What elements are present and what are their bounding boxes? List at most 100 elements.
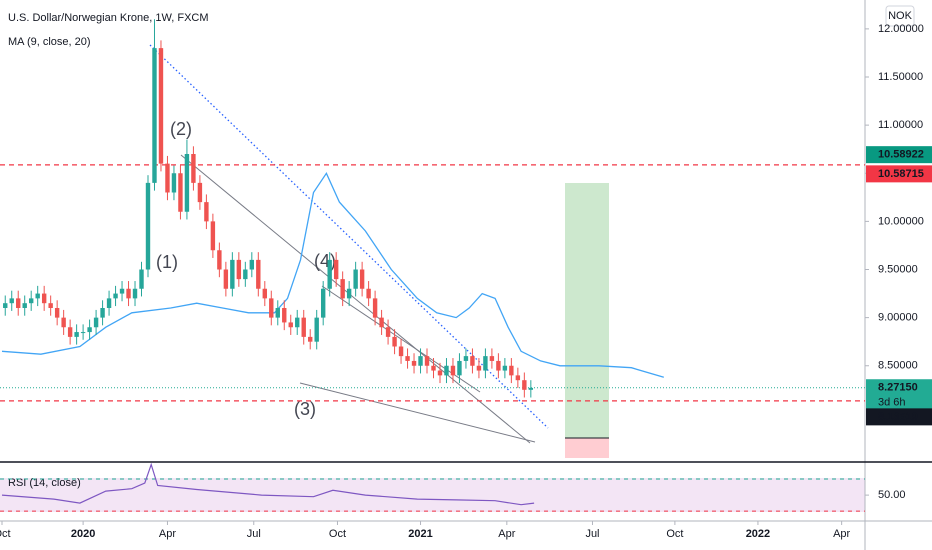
annotation: (2) xyxy=(170,119,192,139)
price-label-box xyxy=(866,165,932,183)
candle-body xyxy=(359,269,365,289)
candle-body xyxy=(100,308,105,318)
x-tick-label: Oct xyxy=(666,528,683,540)
candle-body xyxy=(210,221,216,251)
candle-body xyxy=(87,327,92,333)
candle-body xyxy=(372,298,378,318)
candle-body xyxy=(16,298,21,308)
candle-body xyxy=(528,387,534,390)
candle-body xyxy=(93,317,99,328)
candle-body xyxy=(217,250,222,270)
candle-body xyxy=(470,356,475,366)
chart-title: U.S. Dollar/Norwegian Krone, 1W, FXCM xyxy=(8,12,209,24)
candle-body xyxy=(502,365,508,371)
candle-body xyxy=(249,259,255,270)
loss-zone xyxy=(565,438,609,458)
candle-body xyxy=(450,365,456,376)
candle-body xyxy=(262,288,267,299)
candle-body xyxy=(106,298,112,308)
candle-body xyxy=(398,346,404,357)
ma-line xyxy=(1,171,664,378)
annotation: (4) xyxy=(314,251,336,271)
candle-body xyxy=(48,303,53,308)
indicator-label: MA (9, close, 20) xyxy=(8,36,91,48)
candle-body xyxy=(113,293,118,299)
wedge-line xyxy=(299,382,536,443)
candle-body xyxy=(496,360,501,371)
candle-body xyxy=(366,288,371,299)
x-tick-label: Oct xyxy=(0,528,11,540)
y-tick-label: 9.00000 xyxy=(878,312,918,324)
candle-body xyxy=(288,322,293,328)
candle-body xyxy=(139,269,144,289)
candle-body xyxy=(327,259,332,289)
x-tick-label: 2021 xyxy=(408,528,432,540)
y-tick-label: 8.50000 xyxy=(878,360,918,372)
price-label-box xyxy=(866,408,932,426)
price-label-box xyxy=(866,379,932,414)
rsi-label: RSI (14, close) xyxy=(8,477,81,489)
y-tick-label: 9.50000 xyxy=(878,263,918,275)
candle-body xyxy=(230,259,235,289)
candle-body xyxy=(178,173,183,212)
candle-body xyxy=(333,259,339,280)
candle-body xyxy=(165,163,170,193)
candle-body xyxy=(119,288,125,294)
candle-body xyxy=(28,298,34,304)
currency-box[interactable] xyxy=(885,5,915,27)
candle-body xyxy=(269,298,274,318)
price-label: 10.58715 xyxy=(878,168,924,180)
candle-body xyxy=(301,317,306,337)
candle-body xyxy=(476,365,482,371)
x-tick-label: Jul xyxy=(585,528,599,540)
candle-body xyxy=(392,336,397,347)
candle-body xyxy=(74,332,79,337)
candle-body xyxy=(158,48,164,164)
candle-body xyxy=(463,356,469,361)
price-label: 10.58922 xyxy=(878,149,924,161)
candle-body xyxy=(184,154,190,212)
candle-body xyxy=(295,317,300,328)
candle-body xyxy=(483,356,488,371)
candle-body xyxy=(431,365,436,371)
candle-body xyxy=(9,298,14,304)
candle-body xyxy=(353,269,358,289)
candle-body xyxy=(22,303,27,308)
annotation: (1) xyxy=(156,252,178,272)
x-tick-label: Jul xyxy=(247,528,261,540)
candle-body xyxy=(509,365,514,376)
currency: NOK xyxy=(888,10,913,22)
price-label: 8.27150 xyxy=(878,382,918,394)
candle-body xyxy=(346,288,352,299)
candle-body xyxy=(424,356,430,366)
candle-body xyxy=(67,327,73,337)
candle-body xyxy=(405,356,410,361)
candle-body xyxy=(522,380,527,390)
candle-body xyxy=(320,288,326,318)
x-tick-label: Apr xyxy=(159,528,176,540)
candle-body xyxy=(379,317,384,328)
candle-body xyxy=(54,308,60,318)
rsi-line xyxy=(1,462,535,506)
candle-body xyxy=(132,288,138,299)
candle-body xyxy=(191,154,196,183)
price-label-box xyxy=(866,146,932,164)
candle-body xyxy=(256,259,261,289)
candle-body xyxy=(275,308,280,318)
rsi-tick-label: 50.00 xyxy=(878,489,906,501)
candle-body xyxy=(282,308,287,323)
candle-body xyxy=(444,365,449,376)
candle-body xyxy=(3,303,8,308)
candle-body xyxy=(418,356,423,366)
candle-body xyxy=(411,360,417,366)
y-tick-label: 11.00000 xyxy=(878,119,923,131)
trend-line xyxy=(149,44,549,429)
price-label: 8.13519 xyxy=(878,411,918,423)
candle-body xyxy=(489,356,495,361)
candle-body xyxy=(515,375,521,381)
countdown: 3d 6h xyxy=(878,397,906,409)
candle-body xyxy=(41,293,47,304)
x-tick-label: Oct xyxy=(329,528,346,540)
x-tick-label: 2022 xyxy=(746,528,770,540)
